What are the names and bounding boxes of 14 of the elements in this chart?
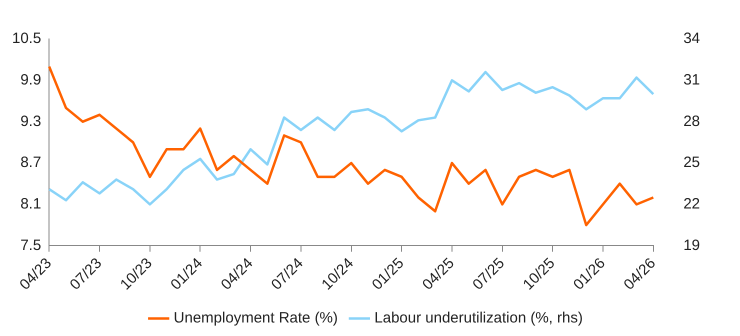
legend-label: Labour underutilization (%, rhs) <box>374 310 583 327</box>
y-tick-label: 8.1 <box>20 196 42 213</box>
legend-label: Unemployment Rate (%) <box>174 310 338 327</box>
y-tick-label: 9.9 <box>20 71 42 88</box>
y-tick-label: 9.3 <box>20 112 42 130</box>
y2-tick-label: 31 <box>683 71 700 88</box>
y2-tick-label: 34 <box>683 30 700 48</box>
y-tick-label: 8.7 <box>20 154 42 172</box>
y2-tick-label: 22 <box>683 196 700 213</box>
y-tick-label: 10.5 <box>12 30 42 48</box>
y2-tick-label: 28 <box>683 112 700 130</box>
y-tick-label: 7.5 <box>20 236 42 254</box>
y2-tick-label: 25 <box>683 154 700 172</box>
y2-tick-label: 19 <box>683 236 700 254</box>
